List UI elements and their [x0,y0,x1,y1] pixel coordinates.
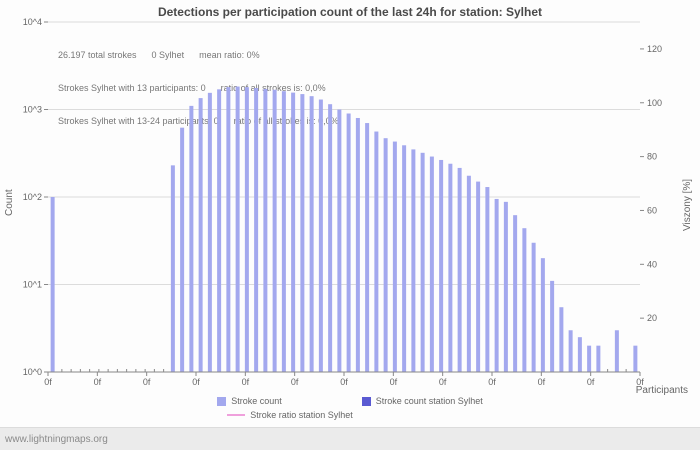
stroke-count-bar [513,215,518,372]
y-left-tick-label: 10^3 [23,105,42,115]
chart-legend: Stroke count Stroke count station Sylhet … [0,396,700,420]
stroke-count-bar [355,117,360,372]
stroke-count-bar [318,99,323,372]
legend-label: Stroke count [231,396,282,406]
stroke-count-bar [244,87,249,372]
y-left-tick-label: 10^0 [23,367,42,377]
y-right-tick-label: 20 [647,313,657,323]
legend-row-1: Stroke count Stroke count station Sylhet [217,396,483,406]
y-axis-label-right: Viszony [%] [682,178,693,232]
stroke-count-bar [291,92,296,373]
y-right-tick-label: 100 [647,98,662,108]
stroke-count-bar [392,141,397,372]
stroke-count-bar [522,228,527,372]
x-tick-label: 0f [143,377,151,387]
stroke-count-bar [457,167,462,372]
legend-row-2: Stroke ratio station Sylhet [227,410,353,420]
legend-swatch-square [217,396,227,406]
x-tick-label: 0f [636,377,644,387]
legend-swatch-line [227,414,246,416]
stroke-count-bar [198,98,203,372]
legend-swatch-square [361,396,371,406]
stroke-count-bar [596,345,601,372]
x-tick-label: 0f [390,377,398,387]
x-tick-label: 0f [44,377,52,387]
legend-item: Stroke count station Sylhet [361,396,483,406]
stroke-count-bar [540,258,545,372]
stroke-count-bar [485,187,490,372]
stroke-count-bar [217,89,222,372]
y-axis-label-left: Count [4,189,15,217]
y-right-tick-label: 80 [647,152,657,162]
stroke-count-bar [328,104,333,373]
x-tick-label: 0f [192,377,200,387]
stroke-count-bar [559,307,564,372]
x-tick-label: 0f [291,377,299,387]
chart-title: Detections per participation count of th… [157,5,543,19]
stroke-count-bar [281,91,286,373]
stroke-count-bar [633,345,638,372]
stroke-count-bar [476,181,481,372]
chart-annotations: 26.197 total strokes 0 Sylhet mean ratio… [58,28,339,149]
stroke-count-bar [235,86,240,373]
stroke-count-bar [226,87,231,372]
stroke-count-bar [448,163,453,372]
y-right-tick-label: 40 [647,259,657,269]
stroke-count-bar [207,92,212,372]
legend-item: Stroke ratio station Sylhet [227,410,353,420]
legend-label: Stroke ratio station Sylhet [250,410,353,420]
annotation-total-strokes: 26.197 total strokes 0 Sylhet mean ratio… [58,50,260,60]
y-left-tick-label: 10^1 [23,280,42,290]
stroke-count-bar [365,123,370,372]
stroke-count-bar [263,88,268,372]
stroke-count-bar [189,105,194,372]
y-right-tick-label: 120 [647,44,662,54]
stroke-count-bar [309,96,314,372]
x-tick-label: 0f [538,377,546,387]
x-tick-label: 0f [340,377,348,387]
stroke-count-bar [254,88,259,372]
stroke-count-bar [402,145,407,372]
legend-label: Stroke count station Sylhet [375,396,483,406]
stroke-count-bar [466,175,471,372]
stroke-count-bar [272,89,277,373]
site-link[interactable]: www.lightningmaps.org [5,433,108,445]
stroke-count-bar [503,201,508,372]
x-tick-label: 0f [242,377,250,387]
x-axis-label: Participants [635,385,688,396]
stroke-count-bar [531,242,536,372]
stroke-count-bar [577,337,582,372]
stroke-count-bar [374,131,379,372]
stroke-count-bar [420,152,425,372]
stroke-count-bar [346,113,351,372]
legend-item: Stroke count [217,396,282,406]
stroke-count-bar [411,149,416,372]
stroke-count-bar [550,280,555,372]
stroke-count-bar [494,198,499,372]
stroke-count-bar [614,330,619,372]
footer-bar: www.lightningmaps.org [0,427,700,450]
stroke-count-bar [180,127,185,372]
stroke-count-bar [383,138,388,372]
stroke-count-bar [587,345,592,372]
stroke-count-bar [439,159,444,372]
y-left-tick-label: 10^4 [23,17,42,27]
stroke-count-bar [300,94,305,373]
x-tick-label: 0f [94,377,102,387]
x-tick-label: 0f [488,377,496,387]
x-tick-label: 0f [439,377,447,387]
stroke-count-bar [50,197,55,372]
stroke-count-bar [170,165,175,372]
y-left-tick-label: 10^2 [23,192,42,202]
x-tick-label: 0f [587,377,595,387]
y-right-tick-label: 60 [647,205,657,215]
stroke-count-bar [429,156,434,372]
stroke-count-bar [568,330,573,372]
stroke-count-bar [337,109,342,372]
